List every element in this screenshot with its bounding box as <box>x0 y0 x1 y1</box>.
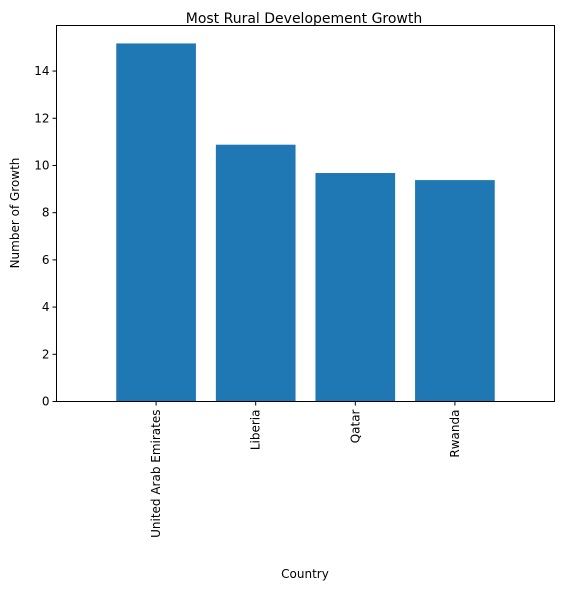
bar-qatar <box>315 173 396 402</box>
y-tick-label: 2 <box>42 347 50 361</box>
x-axis: United Arab Emirates Liberia Qatar Rwanda <box>149 401 462 538</box>
y-axis: 0 2 4 6 8 10 12 14 <box>34 64 57 409</box>
x-tick-label: Liberia <box>249 410 263 451</box>
chart-title: Most Rural Developement Growth <box>186 11 423 27</box>
bars-group <box>116 43 495 402</box>
bar-liberia <box>215 144 296 402</box>
y-tick-label: 10 <box>34 158 49 172</box>
y-tick-label: 12 <box>34 111 49 125</box>
x-axis-label: Country <box>281 567 329 581</box>
x-tick-label: Rwanda <box>448 410 462 458</box>
y-tick-label: 6 <box>42 253 50 267</box>
y-tick-label: 14 <box>34 64 49 78</box>
x-tick-label: United Arab Emirates <box>149 410 163 538</box>
y-tick-label: 0 <box>42 395 50 409</box>
y-tick-label: 8 <box>42 206 50 220</box>
x-tick-label: Qatar <box>348 409 362 443</box>
y-tick-label: 4 <box>42 300 50 314</box>
bar-rwanda <box>415 180 495 402</box>
bar-united-arab-emirates <box>116 43 196 402</box>
y-axis-label: Number of Growth <box>8 158 22 269</box>
plot-frame <box>56 25 555 402</box>
